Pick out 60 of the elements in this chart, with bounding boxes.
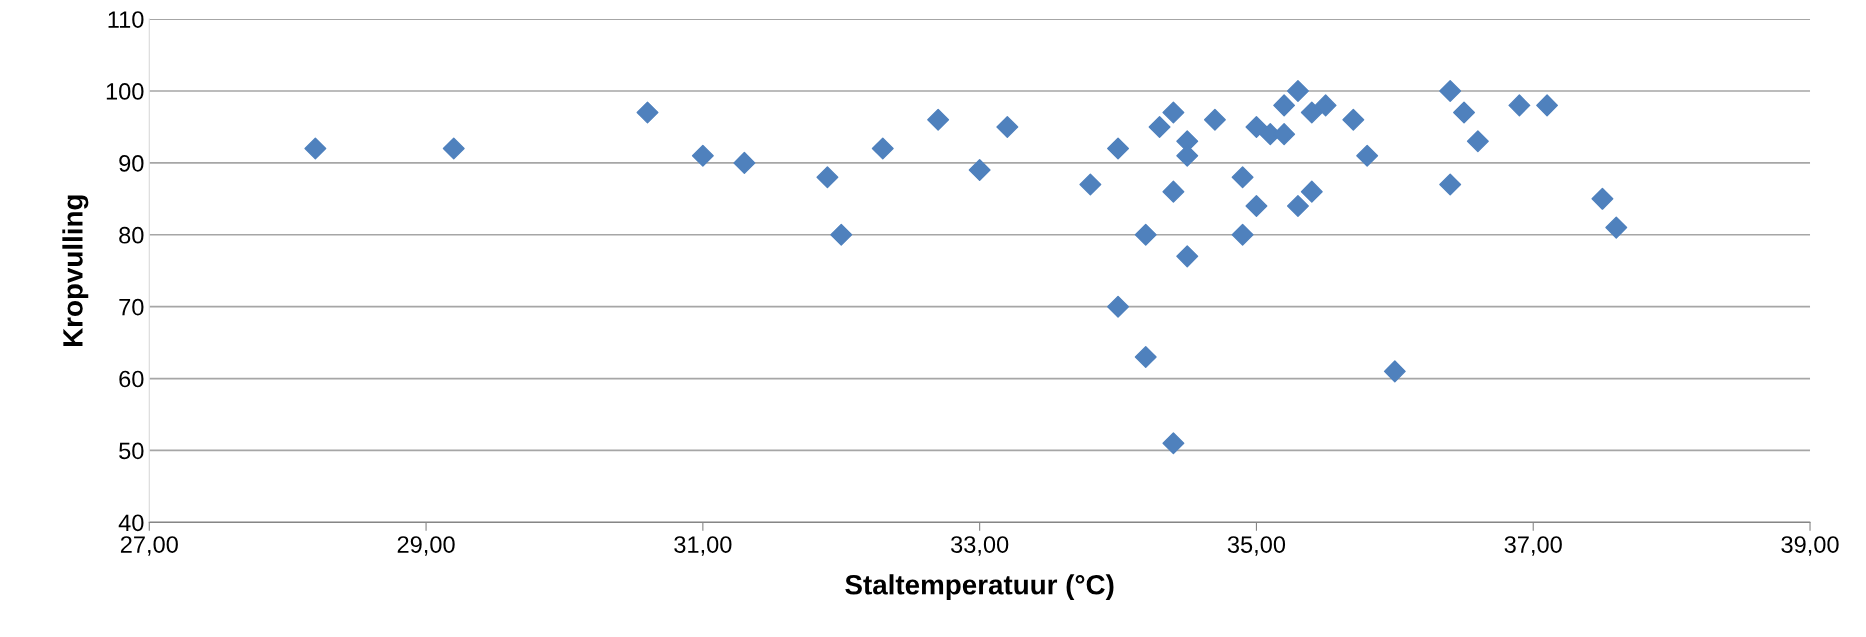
point [1245, 115, 1268, 138]
point [1134, 223, 1157, 246]
point [1107, 137, 1130, 160]
point [1342, 108, 1365, 131]
x-tick-label: 37,00 [1504, 536, 1562, 556]
point [691, 144, 714, 167]
point [1162, 180, 1185, 203]
point [1591, 187, 1614, 210]
y-tick-label: 50 [119, 442, 144, 460]
point [1383, 360, 1406, 383]
x-tick-label: 31,00 [674, 536, 732, 556]
point [1231, 223, 1254, 246]
point [1300, 180, 1323, 203]
point [871, 137, 894, 160]
point [830, 223, 853, 246]
point [1286, 80, 1309, 102]
x-tick-label: 29,00 [397, 536, 455, 556]
point [1245, 195, 1268, 218]
point [1231, 166, 1254, 189]
point [1536, 94, 1559, 117]
y-tick-label: 40 [118, 514, 144, 532]
point [1508, 94, 1531, 117]
point [1162, 432, 1185, 455]
point [1273, 94, 1296, 117]
x-tick-label: 39,00 [1781, 536, 1839, 556]
point [1453, 101, 1476, 124]
point [442, 137, 465, 160]
point [1134, 345, 1157, 368]
y-tick-label: 90 [119, 154, 144, 172]
point [1107, 295, 1130, 318]
point [927, 108, 950, 131]
x-tick-label: 27,00 [120, 536, 178, 556]
y-tick-label: 100 [106, 83, 144, 100]
x-axis-title: Staltemperatuur (°C) [845, 574, 1114, 601]
y-tick-label: 110 [108, 11, 144, 28]
point [1176, 245, 1199, 268]
y-axis-title: Kropvulling [62, 195, 89, 347]
point [1079, 173, 1102, 196]
point [968, 159, 991, 182]
x-tick-label: 35,00 [1227, 536, 1286, 556]
point [1148, 115, 1171, 138]
point [1605, 216, 1628, 239]
point [1203, 108, 1226, 131]
point [816, 166, 839, 189]
y-tick-label: 70 [119, 298, 144, 316]
point [636, 101, 659, 124]
x-tick-label: 33,00 [951, 536, 1009, 556]
point [733, 151, 756, 174]
point [1466, 130, 1489, 153]
y-tick-label: 60 [119, 370, 144, 388]
point [996, 115, 1019, 138]
y-tick-label: 80 [119, 226, 144, 244]
point [1314, 94, 1337, 117]
point [1300, 101, 1323, 124]
point [1162, 101, 1185, 124]
point [1356, 144, 1379, 167]
point [1286, 195, 1309, 218]
point [1439, 173, 1462, 196]
point [304, 137, 327, 160]
point [1439, 80, 1462, 102]
